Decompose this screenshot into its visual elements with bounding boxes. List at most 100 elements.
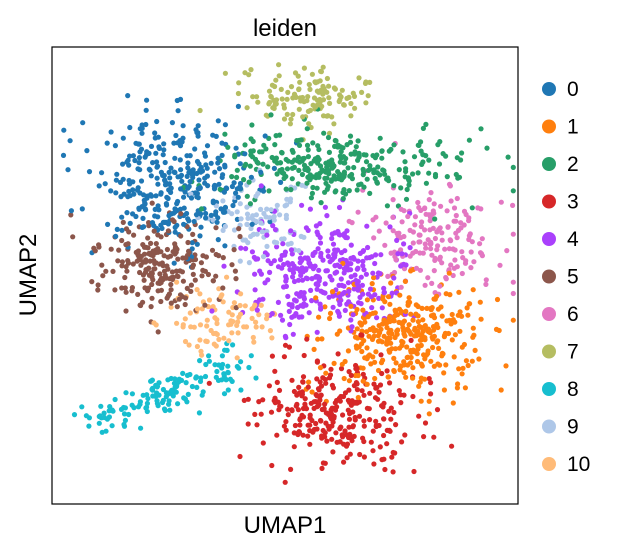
point-cluster-2 bbox=[371, 167, 377, 173]
point-cluster-0 bbox=[160, 152, 166, 158]
point-cluster-4 bbox=[330, 241, 337, 247]
point-cluster-0 bbox=[222, 243, 228, 249]
point-cluster-10 bbox=[238, 291, 244, 297]
point-cluster-2 bbox=[229, 174, 235, 180]
point-cluster-8 bbox=[206, 353, 212, 359]
point-cluster-4 bbox=[299, 202, 305, 208]
point-cluster-10 bbox=[191, 324, 197, 330]
point-cluster-0 bbox=[166, 169, 172, 175]
point-cluster-9 bbox=[274, 202, 280, 208]
point-cluster-10 bbox=[198, 348, 204, 354]
point-cluster-7 bbox=[296, 106, 302, 112]
point-cluster-2 bbox=[325, 134, 332, 141]
point-cluster-8 bbox=[118, 406, 125, 412]
point-cluster-3 bbox=[332, 400, 338, 406]
point-cluster-10 bbox=[212, 315, 218, 321]
point-cluster-6 bbox=[383, 220, 389, 226]
point-cluster-2 bbox=[281, 170, 287, 177]
point-cluster-3 bbox=[304, 336, 310, 342]
point-cluster-6 bbox=[462, 260, 469, 266]
point-cluster-2 bbox=[423, 153, 429, 159]
point-cluster-0 bbox=[180, 123, 186, 129]
point-cluster-4 bbox=[270, 223, 276, 229]
point-cluster-5 bbox=[205, 271, 211, 278]
point-cluster-4 bbox=[313, 223, 319, 229]
point-cluster-0 bbox=[212, 211, 219, 217]
point-cluster-5 bbox=[149, 281, 155, 288]
point-cluster-2 bbox=[272, 142, 278, 148]
point-cluster-3 bbox=[300, 379, 306, 385]
point-cluster-0 bbox=[220, 172, 226, 178]
point-cluster-3 bbox=[449, 443, 455, 449]
point-cluster-2 bbox=[234, 167, 240, 173]
point-cluster-10 bbox=[251, 339, 257, 345]
point-cluster-4 bbox=[278, 312, 284, 318]
point-cluster-2 bbox=[510, 164, 516, 170]
point-cluster-3 bbox=[297, 422, 303, 428]
point-cluster-0 bbox=[182, 189, 188, 195]
point-cluster-7 bbox=[359, 89, 365, 95]
point-cluster-2 bbox=[255, 160, 261, 166]
point-cluster-10 bbox=[182, 338, 189, 345]
point-cluster-1 bbox=[389, 331, 395, 337]
point-cluster-1 bbox=[418, 398, 424, 404]
legend-label-10: 10 bbox=[567, 453, 590, 476]
point-cluster-2 bbox=[406, 182, 412, 188]
point-cluster-6 bbox=[410, 229, 416, 235]
point-cluster-0 bbox=[179, 178, 185, 184]
point-cluster-2 bbox=[249, 154, 256, 160]
point-cluster-6 bbox=[412, 222, 418, 228]
point-cluster-8 bbox=[189, 383, 195, 390]
point-cluster-2 bbox=[249, 122, 255, 128]
point-cluster-8 bbox=[123, 390, 129, 396]
point-cluster-4 bbox=[367, 286, 374, 292]
point-cluster-2 bbox=[241, 177, 247, 183]
point-cluster-1 bbox=[454, 385, 460, 391]
point-cluster-4 bbox=[350, 312, 356, 318]
point-cluster-9 bbox=[281, 236, 287, 242]
point-cluster-6 bbox=[428, 190, 434, 196]
point-cluster-2 bbox=[299, 171, 305, 178]
point-cluster-6 bbox=[398, 284, 404, 290]
point-cluster-3 bbox=[390, 469, 396, 475]
point-cluster-5 bbox=[190, 231, 196, 237]
point-cluster-3 bbox=[353, 380, 359, 386]
point-cluster-2 bbox=[274, 171, 280, 177]
point-cluster-1 bbox=[404, 344, 410, 350]
point-cluster-1 bbox=[431, 333, 437, 339]
point-cluster-1 bbox=[467, 301, 473, 307]
point-cluster-2 bbox=[326, 149, 332, 155]
point-cluster-0 bbox=[216, 166, 223, 172]
point-cluster-0 bbox=[131, 191, 137, 197]
point-cluster-4 bbox=[370, 270, 376, 276]
point-cluster-6 bbox=[475, 205, 481, 211]
point-cluster-0 bbox=[178, 167, 184, 173]
point-cluster-1 bbox=[470, 287, 476, 293]
point-cluster-4 bbox=[375, 270, 382, 276]
point-cluster-5 bbox=[146, 220, 152, 226]
point-cluster-5 bbox=[158, 249, 164, 255]
point-cluster-3 bbox=[272, 395, 278, 401]
point-cluster-9 bbox=[237, 201, 243, 207]
point-cluster-9 bbox=[261, 210, 267, 217]
point-cluster-9 bbox=[287, 199, 293, 205]
point-cluster-3 bbox=[361, 418, 367, 424]
point-cluster-1 bbox=[414, 358, 421, 365]
point-cluster-3 bbox=[352, 414, 358, 421]
point-cluster-3 bbox=[317, 397, 323, 403]
point-cluster-2 bbox=[335, 169, 341, 175]
point-cluster-0 bbox=[235, 194, 241, 200]
point-cluster-8 bbox=[98, 403, 104, 409]
point-cluster-1 bbox=[345, 348, 351, 354]
point-cluster-3 bbox=[373, 418, 379, 424]
point-cluster-0 bbox=[219, 140, 225, 146]
point-cluster-2 bbox=[346, 188, 352, 194]
point-cluster-0 bbox=[172, 229, 178, 235]
point-cluster-4 bbox=[395, 251, 401, 257]
point-cluster-2 bbox=[289, 147, 295, 153]
point-cluster-7 bbox=[236, 80, 242, 86]
point-cluster-4 bbox=[314, 286, 320, 292]
point-cluster-0 bbox=[222, 204, 228, 210]
point-cluster-0 bbox=[142, 206, 148, 212]
point-cluster-3 bbox=[334, 404, 340, 410]
